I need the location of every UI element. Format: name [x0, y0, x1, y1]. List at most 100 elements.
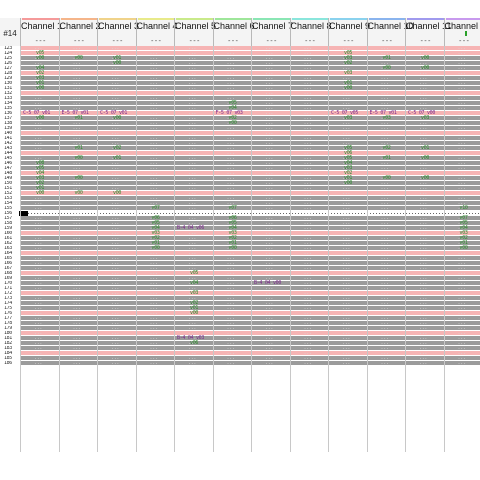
empty-cell[interactable]: ... [419, 165, 428, 171]
empty-cell[interactable]: ... [72, 85, 81, 91]
empty-cell[interactable]: ... [342, 190, 351, 196]
empty-cell[interactable]: ... [72, 290, 81, 296]
empty-cell[interactable]: ... [72, 220, 81, 226]
empty-cell[interactable]: ... [34, 355, 43, 361]
empty-cell[interactable]: ... [72, 270, 81, 276]
empty-cell[interactable]: ... [111, 355, 120, 361]
empty-cell[interactable]: ... [34, 175, 43, 181]
volume-cell[interactable]: v03 [459, 230, 468, 236]
empty-cell[interactable]: ... [457, 250, 466, 256]
empty-cell[interactable]: ... [149, 130, 158, 136]
empty-cell[interactable]: ... [226, 95, 235, 101]
empty-cell[interactable]: ... [380, 280, 389, 286]
empty-cell[interactable]: ... [34, 240, 43, 246]
empty-cell[interactable]: ... [457, 155, 466, 161]
empty-cell[interactable]: ... [188, 325, 197, 331]
empty-cell[interactable]: ... [342, 210, 351, 216]
empty-cell[interactable]: ... [342, 130, 351, 136]
empty-cell[interactable]: ... [380, 310, 389, 316]
empty-cell[interactable]: ... [149, 270, 158, 276]
empty-cell[interactable]: ... [303, 250, 312, 256]
pattern-row[interactable]: 127.................................... [0, 66, 480, 71]
pattern-row[interactable]: 143.................................... [0, 146, 480, 151]
empty-cell[interactable]: ... [457, 255, 466, 261]
empty-cell[interactable]: ... [457, 355, 466, 361]
empty-cell[interactable]: ... [457, 80, 466, 86]
empty-cell[interactable]: ... [380, 120, 389, 126]
empty-cell[interactable]: ... [457, 125, 466, 131]
empty-cell[interactable]: ... [380, 225, 389, 231]
empty-cell[interactable]: ... [149, 205, 158, 211]
empty-cell[interactable]: ... [226, 320, 235, 326]
volume-cell[interactable]: v01 [459, 240, 468, 246]
empty-cell[interactable]: ... [342, 115, 351, 121]
empty-cell[interactable]: ... [265, 350, 274, 356]
volume-cell[interactable]: v01 [151, 240, 160, 246]
empty-cell[interactable]: ... [149, 90, 158, 96]
pattern-row[interactable]: 160.................................... [0, 231, 480, 236]
pattern-row[interactable]: 157.................................... [0, 216, 480, 221]
empty-cell[interactable]: ... [34, 60, 43, 66]
empty-cell[interactable]: ... [419, 145, 428, 151]
empty-cell[interactable]: ... [303, 160, 312, 166]
pattern-row[interactable]: 147.................................... [0, 166, 480, 171]
empty-cell[interactable]: ... [342, 270, 351, 276]
volume-cell[interactable]: v05 [344, 50, 353, 56]
empty-cell[interactable]: ... [226, 110, 235, 116]
empty-cell[interactable]: ... [188, 115, 197, 121]
empty-cell[interactable]: ... [149, 50, 158, 56]
empty-cell[interactable]: ... [342, 120, 351, 126]
pattern-row[interactable]: 182.................................... [0, 341, 480, 346]
empty-cell[interactable]: ... [342, 245, 351, 251]
empty-cell[interactable]: ... [265, 160, 274, 166]
empty-cell[interactable]: ... [226, 145, 235, 151]
note-cell[interactable]: C-5 07 v00 [408, 110, 436, 116]
empty-cell[interactable]: ... [303, 55, 312, 61]
empty-cell[interactable]: ... [226, 220, 235, 226]
empty-cell[interactable]: ... [419, 335, 428, 341]
empty-cell[interactable]: ... [419, 250, 428, 256]
empty-cell[interactable]: ... [380, 340, 389, 346]
empty-cell[interactable]: ... [72, 280, 81, 286]
empty-cell[interactable]: ... [149, 345, 158, 351]
empty-cell[interactable]: ... [34, 160, 43, 166]
pattern-row[interactable]: 153.................................... [0, 196, 480, 201]
empty-cell[interactable]: ... [457, 280, 466, 286]
empty-cell[interactable]: ... [265, 255, 274, 261]
empty-cell[interactable]: ... [226, 105, 235, 111]
empty-cell[interactable]: ... [188, 195, 197, 201]
volume-cell[interactable]: v05 [344, 145, 353, 151]
empty-cell[interactable]: ... [303, 110, 312, 116]
empty-cell[interactable]: ... [457, 315, 466, 321]
empty-cell[interactable]: ... [342, 340, 351, 346]
empty-cell[interactable]: ... [226, 75, 235, 81]
pattern-row[interactable]: 146.................................... [0, 161, 480, 166]
empty-cell[interactable]: ... [342, 295, 351, 301]
volume-cell[interactable]: v02 [344, 170, 353, 176]
empty-cell[interactable]: ... [457, 105, 466, 111]
empty-cell[interactable]: ... [72, 240, 81, 246]
note-cell[interactable]: E-5 07 v01 [61, 110, 89, 116]
empty-cell[interactable]: ... [303, 210, 312, 216]
empty-cell[interactable]: ... [265, 285, 274, 291]
empty-cell[interactable]: ... [380, 45, 389, 51]
pattern-row[interactable]: 135.................................... [0, 106, 480, 111]
empty-cell[interactable]: ... [303, 140, 312, 146]
volume-cell[interactable]: v05 [151, 220, 160, 226]
volume-cell[interactable]: v03 [382, 115, 391, 121]
pattern-row[interactable]: 126.................................... [0, 61, 480, 66]
empty-cell[interactable]: ... [72, 80, 81, 86]
empty-cell[interactable]: ... [149, 105, 158, 111]
empty-cell[interactable]: ... [34, 305, 43, 311]
volume-cell[interactable]: v00 [74, 155, 83, 161]
empty-cell[interactable]: ... [34, 320, 43, 326]
empty-cell[interactable]: ... [34, 285, 43, 291]
empty-cell[interactable]: ... [72, 320, 81, 326]
empty-cell[interactable]: ... [34, 295, 43, 301]
empty-cell[interactable]: ... [111, 110, 120, 116]
empty-cell[interactable]: ... [111, 300, 120, 306]
volume-cell[interactable]: v01 [344, 175, 353, 181]
volume-cell[interactable]: v04 [344, 160, 353, 166]
note-cell[interactable]: B-4 04 v03 [177, 335, 205, 341]
empty-cell[interactable]: ... [188, 165, 197, 171]
